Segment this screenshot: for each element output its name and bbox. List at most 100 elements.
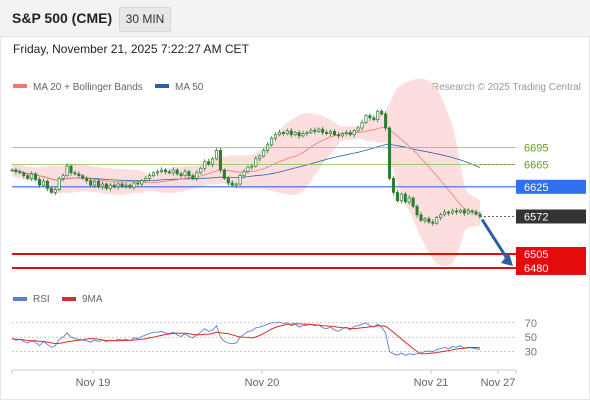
candle-body xyxy=(18,171,22,174)
rsi-ma-legend-swatch xyxy=(62,297,76,301)
candle-body xyxy=(148,175,152,179)
candle-body xyxy=(214,150,219,160)
candle-body xyxy=(132,182,136,188)
candle-body xyxy=(395,192,399,202)
candle-body xyxy=(266,144,270,151)
candle-body xyxy=(344,132,348,134)
candle-body xyxy=(155,171,160,174)
candle-body xyxy=(443,211,447,216)
copyright-label: Research © 2025 Trading Central xyxy=(432,82,581,93)
ma50-legend-swatch xyxy=(155,84,169,88)
candle-body xyxy=(179,173,183,176)
candle-body xyxy=(352,130,356,136)
x-tick-label-Nov 21: Nov 21 xyxy=(414,377,449,389)
candle-body xyxy=(49,188,53,193)
candle-body xyxy=(289,130,293,136)
candle-body xyxy=(258,155,262,160)
candle-body xyxy=(254,158,258,167)
candle-body xyxy=(431,221,435,224)
candle-body xyxy=(222,169,226,179)
forecast-arrow-head xyxy=(501,253,513,266)
candle-body xyxy=(270,137,274,146)
candle-body xyxy=(474,211,478,215)
candle-body xyxy=(321,128,325,133)
candle-body xyxy=(112,184,116,188)
candle-body xyxy=(187,171,191,176)
candle-body xyxy=(336,134,340,137)
candle-body xyxy=(144,178,148,181)
candle-body xyxy=(124,184,128,187)
rsi-tick-label-50: 50 xyxy=(525,332,537,344)
candle-body xyxy=(183,171,187,176)
candle-body xyxy=(191,175,195,179)
candle-body xyxy=(152,172,156,176)
level-label-6480: 6480 xyxy=(524,263,548,275)
candle-body xyxy=(207,161,211,165)
rsi-tick-label-30: 30 xyxy=(525,347,537,359)
candle-body xyxy=(427,218,431,223)
level-label-6665: 6665 xyxy=(524,159,548,171)
candle-body xyxy=(462,209,466,214)
candle-body xyxy=(368,115,372,119)
candle-body xyxy=(317,128,321,132)
candle-body xyxy=(218,150,222,171)
candle-body xyxy=(159,169,163,173)
candle-body xyxy=(53,189,57,193)
candle-body xyxy=(277,132,281,136)
rsi-ma-line xyxy=(11,323,481,355)
candle-body xyxy=(41,180,45,186)
candle-body xyxy=(415,206,419,216)
timeframe-button[interactable]: 30 MIN xyxy=(119,7,171,32)
level-label-6572: 6572 xyxy=(524,211,548,223)
rsi-ma-legend-label: 9MA xyxy=(82,294,103,305)
candle-body xyxy=(26,175,30,179)
rsi-legend-swatch xyxy=(13,297,27,301)
candle-body xyxy=(104,183,108,189)
rsi-legend-label: RSI xyxy=(33,294,50,305)
candle-body xyxy=(203,161,207,169)
candle-body xyxy=(45,180,49,189)
candle-body xyxy=(37,179,42,186)
candle-body xyxy=(297,132,301,137)
forecast-arrow-shaft xyxy=(480,218,510,261)
candle-body xyxy=(384,113,388,129)
rsi-tick-label-70: 70 xyxy=(525,318,537,330)
level-label-6625: 6625 xyxy=(524,182,548,194)
candle-body xyxy=(140,180,144,185)
candle-body xyxy=(332,131,337,136)
rsi-line xyxy=(11,321,481,356)
candle-body xyxy=(34,173,38,180)
candle-body xyxy=(364,115,368,123)
candle-body xyxy=(65,165,69,176)
candle-body xyxy=(313,129,317,132)
candle-body xyxy=(301,133,305,137)
candle-body xyxy=(419,214,423,221)
candle-body xyxy=(388,127,392,179)
candle-body xyxy=(273,134,278,139)
candle-body xyxy=(285,130,289,134)
candle-body xyxy=(234,183,238,186)
candle-body xyxy=(348,132,352,136)
candle-body xyxy=(447,211,451,214)
candle-body xyxy=(360,122,364,129)
candle-body xyxy=(108,184,112,189)
candle-body xyxy=(230,182,234,186)
candle-body xyxy=(136,182,140,185)
candle-body xyxy=(309,129,313,133)
candle-body xyxy=(116,183,120,188)
candle-body xyxy=(329,131,333,134)
candle-body xyxy=(128,184,132,188)
candle-body xyxy=(450,210,455,214)
level-box-6572 xyxy=(516,209,586,224)
candle-body xyxy=(403,193,407,203)
candle-body xyxy=(96,180,101,188)
candle-body xyxy=(195,172,199,179)
candle-body xyxy=(246,166,250,173)
instrument-title: S&P 500 (CME) xyxy=(12,10,113,26)
candle-body xyxy=(163,169,167,173)
candle-body xyxy=(470,210,474,213)
level-label-6505: 6505 xyxy=(524,249,548,261)
candle-body xyxy=(14,169,18,173)
candle-body xyxy=(458,209,462,213)
candle-body xyxy=(199,167,203,174)
